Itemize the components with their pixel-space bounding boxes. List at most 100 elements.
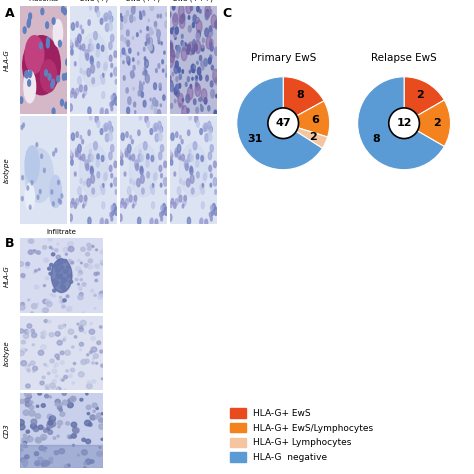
Circle shape — [48, 420, 53, 425]
Circle shape — [78, 286, 82, 290]
Circle shape — [129, 48, 131, 53]
Circle shape — [21, 443, 26, 447]
Circle shape — [167, 40, 173, 54]
Circle shape — [196, 107, 199, 113]
Circle shape — [201, 89, 207, 101]
Circle shape — [96, 249, 98, 251]
Text: HLA-G: HLA-G — [4, 49, 10, 71]
Circle shape — [184, 160, 188, 168]
Circle shape — [97, 154, 99, 160]
Circle shape — [87, 383, 92, 389]
Circle shape — [64, 375, 67, 379]
Circle shape — [202, 45, 203, 48]
Circle shape — [193, 15, 196, 22]
Circle shape — [101, 218, 103, 224]
Circle shape — [55, 148, 57, 153]
Circle shape — [81, 359, 87, 365]
Circle shape — [27, 369, 30, 372]
Circle shape — [64, 259, 67, 263]
Circle shape — [57, 406, 62, 410]
Circle shape — [214, 207, 218, 215]
Circle shape — [124, 202, 127, 209]
Circle shape — [26, 366, 29, 370]
Circle shape — [159, 133, 162, 141]
Circle shape — [57, 262, 61, 264]
Circle shape — [96, 265, 100, 268]
Circle shape — [22, 175, 24, 180]
Circle shape — [104, 63, 107, 70]
Circle shape — [140, 81, 141, 84]
Circle shape — [95, 115, 98, 123]
Circle shape — [129, 195, 132, 202]
Circle shape — [68, 246, 74, 252]
Circle shape — [126, 88, 128, 93]
Circle shape — [59, 448, 64, 454]
Circle shape — [25, 72, 28, 78]
Circle shape — [20, 400, 25, 403]
Circle shape — [150, 98, 151, 100]
Circle shape — [49, 246, 52, 248]
Circle shape — [67, 435, 71, 438]
Circle shape — [76, 89, 79, 95]
Circle shape — [160, 126, 163, 132]
Circle shape — [170, 46, 173, 52]
Circle shape — [60, 361, 64, 365]
Circle shape — [119, 150, 122, 155]
Circle shape — [71, 422, 77, 427]
Circle shape — [147, 172, 149, 178]
Circle shape — [48, 237, 52, 241]
Circle shape — [195, 115, 198, 123]
Circle shape — [84, 90, 86, 95]
Circle shape — [171, 103, 173, 109]
Circle shape — [155, 127, 156, 131]
Circle shape — [114, 67, 118, 76]
Circle shape — [132, 204, 134, 208]
Circle shape — [211, 90, 214, 98]
Circle shape — [194, 65, 195, 68]
Circle shape — [70, 202, 73, 208]
Circle shape — [85, 50, 89, 58]
Text: 47: 47 — [275, 118, 291, 128]
Circle shape — [84, 332, 86, 333]
Circle shape — [64, 465, 67, 468]
Circle shape — [71, 153, 73, 159]
Circle shape — [56, 276, 59, 279]
Circle shape — [200, 219, 202, 225]
Circle shape — [130, 15, 133, 22]
Circle shape — [159, 165, 162, 172]
Circle shape — [89, 39, 91, 44]
Circle shape — [35, 285, 39, 289]
Circle shape — [165, 21, 168, 28]
Circle shape — [187, 48, 189, 54]
Circle shape — [49, 396, 52, 398]
Circle shape — [155, 27, 157, 30]
Circle shape — [176, 52, 179, 58]
Circle shape — [145, 70, 147, 76]
Circle shape — [124, 16, 127, 23]
Circle shape — [176, 77, 178, 82]
Text: HLA-G: HLA-G — [4, 265, 10, 287]
Circle shape — [202, 38, 204, 43]
Circle shape — [165, 190, 167, 194]
Circle shape — [92, 403, 97, 408]
Text: 2: 2 — [433, 118, 440, 128]
Circle shape — [151, 187, 155, 194]
Circle shape — [268, 108, 299, 138]
Circle shape — [94, 294, 96, 296]
Circle shape — [49, 333, 54, 337]
Circle shape — [38, 268, 40, 270]
Circle shape — [119, 214, 122, 221]
Circle shape — [187, 44, 191, 51]
Circle shape — [191, 64, 195, 73]
Circle shape — [105, 219, 108, 226]
Circle shape — [100, 350, 103, 353]
Circle shape — [160, 212, 162, 217]
Circle shape — [50, 293, 53, 296]
Circle shape — [27, 395, 31, 399]
Ellipse shape — [25, 146, 39, 183]
Ellipse shape — [179, 143, 207, 197]
Circle shape — [53, 289, 56, 292]
Text: Isotype: Isotype — [4, 340, 10, 366]
Circle shape — [195, 83, 201, 97]
Circle shape — [39, 190, 41, 194]
